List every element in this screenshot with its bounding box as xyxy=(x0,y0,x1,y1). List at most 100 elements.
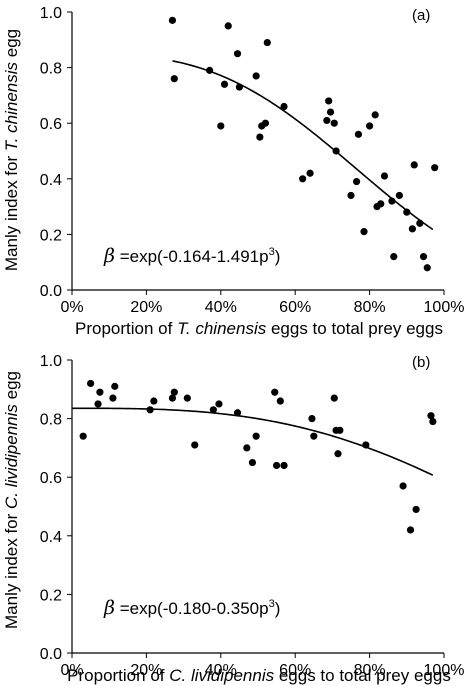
data-point xyxy=(248,458,257,467)
data-point xyxy=(306,169,314,177)
panel-a-fit-curve xyxy=(172,60,434,231)
data-point xyxy=(209,406,217,414)
x-tick-label: 100% xyxy=(424,662,465,679)
panel-a-ylabel-suffix: egg xyxy=(2,29,21,62)
panel-a-equation-close: ) xyxy=(275,247,281,266)
panel-a-equation: β =exp(-0.164-1.491p3) xyxy=(103,245,280,267)
x-tick-label: 20% xyxy=(130,299,162,316)
data-point xyxy=(332,147,340,155)
data-point xyxy=(352,177,361,186)
y-tick-label: 0.6 xyxy=(40,116,62,133)
data-point xyxy=(403,208,411,216)
panel-a-label: (a) xyxy=(412,7,430,24)
panel-b-xlabel-prefix: Proportion of xyxy=(67,666,169,685)
y-tick-label: 0.4 xyxy=(40,172,62,189)
data-point xyxy=(399,482,407,490)
y-tick-label: 0.0 xyxy=(40,283,62,300)
x-tick-label: 0% xyxy=(60,662,83,679)
data-point xyxy=(334,450,342,458)
data-point xyxy=(191,441,199,449)
data-point xyxy=(427,412,435,420)
data-point xyxy=(168,16,177,24)
panel-b-ylabel-italic: C. lividipennis xyxy=(2,404,21,509)
panel-a: 0% 20% 40% 60% 80% 100% 0.0 0.2 0.4 0.6 0.8 1.0 (a)… xyxy=(2,5,464,338)
data-point xyxy=(416,219,424,227)
data-point xyxy=(423,264,431,272)
y-tick-label: 1.0 xyxy=(40,353,62,370)
panel-a-axes xyxy=(71,12,444,291)
y-tick-label: 1.0 xyxy=(40,5,62,22)
panel-a-ylabel-italic: T. chinensis xyxy=(2,61,21,151)
panel-a-points xyxy=(168,16,439,272)
y-tick-label: 0.6 xyxy=(40,470,62,487)
data-point xyxy=(224,22,232,30)
data-point xyxy=(366,122,374,130)
data-point xyxy=(263,38,271,47)
data-point xyxy=(330,119,338,127)
y-tick-label: 0.2 xyxy=(40,587,62,604)
data-point xyxy=(256,133,264,141)
panel-b-ylabel: Manly index for C. lividipennis egg xyxy=(2,371,21,629)
data-point xyxy=(252,72,260,80)
panel-a-ylabel-prefix: Manly index for xyxy=(2,151,21,271)
y-tick-label: 0.8 xyxy=(40,61,62,78)
data-point xyxy=(168,394,177,402)
panel-a-xlabel-italic: T. chinensis xyxy=(177,319,267,338)
data-point xyxy=(406,526,415,534)
data-point xyxy=(94,400,102,408)
data-point xyxy=(325,97,333,105)
data-point xyxy=(388,197,396,205)
data-point xyxy=(215,400,223,408)
panel-a-xlabel-prefix: Proportion of xyxy=(75,319,177,338)
panel-b-ticks: 0% 20% 40% 60% 80% 100% 0.0 0.2 0.4 0.6 0.8 1.0 xyxy=(40,353,465,679)
data-point xyxy=(220,80,229,88)
data-point xyxy=(371,111,379,119)
data-point xyxy=(410,161,418,169)
data-point xyxy=(146,406,154,414)
x-tick-label: 0% xyxy=(60,299,83,316)
panel-b-xlabel-suffix: eggs to total prey eggs xyxy=(274,666,451,685)
panel-b-equation-close: ) xyxy=(275,599,281,618)
data-point xyxy=(111,382,119,390)
panel-b-points xyxy=(79,379,437,534)
data-point xyxy=(354,130,363,138)
x-tick-label: 60% xyxy=(279,662,311,679)
y-tick-label: 0.8 xyxy=(40,412,62,429)
data-point xyxy=(79,432,87,440)
data-point xyxy=(380,172,389,180)
data-point xyxy=(206,66,214,74)
data-point xyxy=(390,253,398,261)
data-point xyxy=(276,397,284,405)
panel-b-equation-beta: β xyxy=(103,597,115,619)
x-tick-label: 100% xyxy=(424,299,465,316)
panel-b-ylabel-suffix: egg xyxy=(2,371,21,404)
data-point xyxy=(412,505,420,514)
data-point xyxy=(323,116,331,125)
panel-a-ylabel: Manly index for T. chinensis egg xyxy=(2,29,21,271)
panel-b: 0% 20% 40% 60% 80% 100% 0.0 0.2 0.4 0.6 0.8 1.0 (b)… xyxy=(2,353,464,685)
data-point xyxy=(431,164,439,172)
data-point xyxy=(170,75,178,83)
panel-a-equation-body: =exp(-0.164-1.491p xyxy=(115,247,269,266)
data-point xyxy=(336,426,344,434)
panel-b-xlabel-italic: C. lividipennis xyxy=(169,666,274,685)
data-point xyxy=(310,432,318,440)
data-point xyxy=(280,102,288,111)
data-point xyxy=(261,119,270,127)
data-point xyxy=(395,191,403,200)
panel-b-equation-body: =exp(-0.180-0.350p xyxy=(115,599,269,618)
data-point xyxy=(377,200,385,208)
panel-a-equation-sup: 3 xyxy=(269,246,275,258)
data-point xyxy=(235,83,243,91)
data-point xyxy=(109,394,117,402)
x-tick-label: 40% xyxy=(205,299,237,316)
panel-b-xlabel: Proportion of C. lividipennis eggs to to… xyxy=(67,666,451,685)
panel-b-fit-curve xyxy=(72,407,434,476)
data-point xyxy=(362,441,370,449)
data-point xyxy=(87,379,95,388)
x-tick-label: 80% xyxy=(354,299,386,316)
panel-b-ylabel-prefix: Manly index for xyxy=(2,509,21,629)
data-point xyxy=(330,394,338,402)
panel-a-xlabel: Proportion of T. chinensis eggs to total… xyxy=(75,319,443,338)
